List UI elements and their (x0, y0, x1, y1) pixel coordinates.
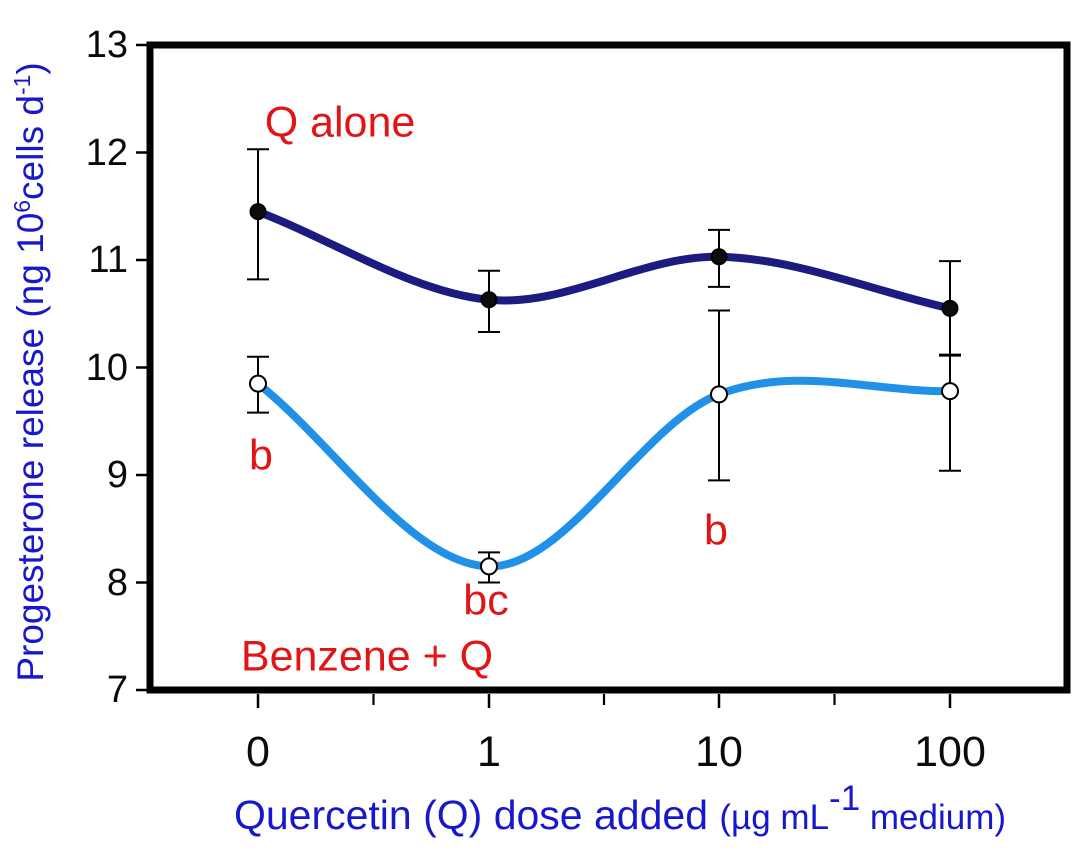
y-tick-label: 8 (106, 561, 128, 604)
y-tick-label: 12 (85, 131, 128, 174)
series-line-benzene-q (254, 376, 954, 571)
x-tick-label: 100 (914, 728, 986, 776)
y-title-text-2: cells d (10, 95, 51, 200)
annotation-benzene-q: Benzene + Q (240, 632, 494, 681)
series-markers (249, 203, 959, 576)
y-tick-label: 10 (85, 346, 128, 389)
y-title-text: Progesterone release (ng 10 (10, 212, 51, 682)
x-tick-label: 0 (246, 728, 270, 776)
x-tick-label: 1 (477, 728, 501, 776)
y-title-superscript-6: 6 (9, 199, 36, 213)
data-point-open (941, 382, 959, 401)
data-point-filled (249, 203, 267, 221)
y-tick-label: 11 (88, 239, 128, 281)
data-point-open (480, 557, 498, 576)
annotation-q-alone: Q alone (264, 98, 416, 147)
x-title-unit: (µg mL (719, 798, 830, 837)
annotation-b: b (704, 506, 728, 555)
plot-frame (146, 41, 1071, 694)
series-lines (254, 207, 954, 571)
error-bars (247, 148, 961, 584)
x-title-unit-superscript: -1 (829, 778, 861, 818)
data-point-filled (710, 248, 728, 266)
data-point-filled (480, 291, 498, 309)
y-tick-label: 13 (85, 24, 128, 66)
y-title-text-3: ) (10, 62, 51, 75)
y-title-superscript-minus1: -1 (9, 74, 36, 96)
data-point-filled (941, 299, 959, 317)
x-title-main: Quercetin (Q) dose added (233, 792, 720, 838)
x-title-unit-close: medium) (860, 798, 1007, 837)
annotation-bc: bc (463, 576, 509, 625)
error-bar (939, 354, 961, 472)
series-line-q-alone (254, 207, 954, 313)
data-point-open (249, 374, 267, 393)
y-tick-label: 9 (106, 454, 128, 496)
annotation-b: b (249, 431, 273, 480)
data-point-open (710, 385, 728, 404)
y-tick-label: 7 (106, 669, 128, 711)
x-tick-label: 10 (695, 728, 743, 776)
axis-ticks (136, 43, 952, 708)
y-axis-title: Progesterone release (ng 106cells d-1) (9, 62, 52, 682)
x-axis-title: Quercetin (Q) dose added (µg mL-1 medium… (233, 779, 1007, 839)
